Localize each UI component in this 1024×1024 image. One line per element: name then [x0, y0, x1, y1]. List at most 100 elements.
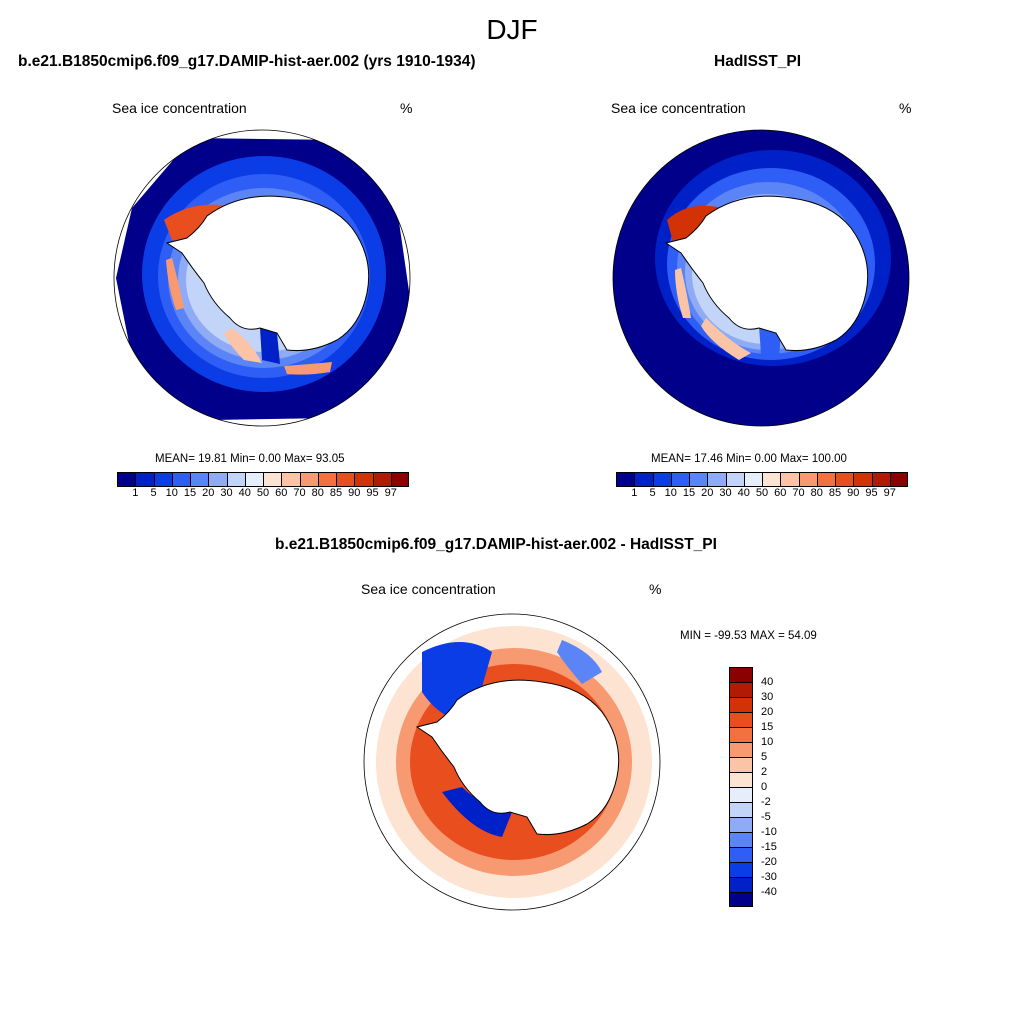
colorbar-swatch: [729, 862, 753, 877]
colorbar-tick-label: -40: [761, 886, 777, 898]
panel1-variable: Sea ice concentration: [112, 100, 247, 116]
colorbar-tick-label: 97: [883, 487, 896, 499]
colorbar-tick-label: 5: [761, 751, 768, 763]
panel2-variable: Sea ice concentration: [611, 100, 746, 116]
panel1-stats: MEAN= 19.81 Min= 0.00 Max= 93.05: [155, 453, 345, 465]
panel1-units: %: [400, 100, 413, 116]
colorbar-swatch: [153, 472, 172, 487]
colorbar-tick-label: 15: [761, 721, 774, 733]
amundsen-red-patch: [284, 362, 332, 375]
colorbar-tick-label: 2: [761, 766, 768, 778]
colorbar-swatch: [889, 472, 908, 487]
panel3-units: %: [649, 581, 662, 597]
colorbar-tick-label: 80: [810, 487, 823, 499]
panel1-colorbar: 1 5 10 15 20 30 40 50 60 70 80 85 90 95 97: [117, 472, 409, 501]
ross-blue-patch: [442, 787, 512, 837]
colorbar-tick-label: 5: [150, 487, 157, 499]
colorbar-tick-label: 90: [348, 487, 361, 499]
colorbar-tick-label: 20: [761, 706, 774, 718]
panel2-stats: MEAN= 17.46 Min= 0.00 Max= 100.00: [651, 453, 847, 465]
colorbar-swatch: [816, 472, 835, 487]
panel3-title: b.e21.B1850cmip6.f09_g17.DAMIP-hist-aer.…: [275, 536, 717, 553]
colorbar-tick-label: 95: [366, 487, 379, 499]
colorbar-swatch: [798, 472, 817, 487]
colorbar-swatch: [208, 472, 227, 487]
colorbar-tick-label: 85: [329, 487, 343, 499]
colorbar-swatch: [729, 802, 753, 817]
colorbar-swatch: [689, 472, 708, 487]
panel3-colorbar-labels: 40 30 20 15 10 5 2 0 -2 -5 -10 -15 -20 -30 -40: [761, 667, 801, 907]
colorbar-tick-label: -5: [761, 811, 771, 823]
colorbar-swatch: [729, 742, 753, 757]
colorbar-tick-label: 40: [761, 676, 774, 688]
colorbar-tick-label: 40: [737, 487, 750, 499]
panel1-title: b.e21.B1850cmip6.f09_g17.DAMIP-hist-aer.…: [18, 53, 476, 70]
colorbar-swatch: [835, 472, 854, 487]
colorbar-swatch: [190, 472, 209, 487]
colorbar-tick-label: -30: [761, 871, 777, 883]
colorbar-swatch: [729, 817, 753, 832]
colorbar-tick-label: 15: [183, 487, 197, 499]
colorbar-swatch: [729, 697, 753, 712]
colorbar-swatch: [135, 472, 154, 487]
colorbar-swatch: [729, 727, 753, 742]
colorbar-swatch: [117, 472, 136, 487]
colorbar-swatch: [372, 472, 391, 487]
colorbar-tick-label: 40: [238, 487, 251, 499]
colorbar-tick-label: 5: [649, 487, 656, 499]
panel2-colorbar: 1 5 10 15 20 30 40 50 60 70 80 85 90 95 97: [616, 472, 908, 501]
colorbar-tick-label: 1: [132, 487, 139, 499]
colorbar-swatch: [729, 877, 753, 892]
panel2-units: %: [899, 100, 912, 116]
colorbar-swatch: [729, 757, 753, 772]
colorbar-swatch: [281, 472, 300, 487]
colorbar-tick-label: 85: [828, 487, 842, 499]
colorbar-swatch: [299, 472, 318, 487]
peninsula-pink-patch: [675, 268, 691, 318]
colorbar-tick-label: 70: [792, 487, 805, 499]
colorbar-tick-label: 60: [275, 487, 288, 499]
antarctica-landmass: [664, 195, 869, 351]
colorbar-tick-label: -15: [761, 841, 777, 853]
colorbar-swatch: [336, 472, 355, 487]
panel3-colorbar: [729, 667, 753, 907]
colorbar-tick-label: 30: [761, 691, 774, 703]
colorbar-tick-label: 90: [847, 487, 860, 499]
colorbar-swatch: [729, 667, 753, 682]
colorbar-swatch: [729, 832, 753, 847]
antarctica-landmass: [165, 195, 370, 351]
colorbar-tick-label: 10: [664, 487, 677, 499]
colorbar-swatch: [729, 712, 753, 727]
colorbar-tick-label: 10: [165, 487, 178, 499]
colorbar-tick-label: 15: [682, 487, 696, 499]
colorbar-swatch: [762, 472, 781, 487]
panel3-map: [363, 613, 661, 911]
colorbar-swatch: [171, 472, 190, 487]
colorbar-tick-label: 50: [256, 487, 270, 499]
colorbar-tick-label: 0: [761, 781, 768, 793]
colorbar-tick-label: -2: [761, 796, 771, 808]
colorbar-swatch: [317, 472, 336, 487]
colorbar-swatch: [670, 472, 689, 487]
panel2-map: [612, 129, 910, 427]
colorbar-tick-label: 10: [761, 736, 774, 748]
ross-pink-patch: [224, 328, 262, 363]
colorbar-tick-label: 1: [631, 487, 638, 499]
colorbar-swatch: [263, 472, 282, 487]
panel1-map: [113, 129, 411, 427]
colorbar-swatch: [244, 472, 263, 487]
colorbar-tick-label: 70: [293, 487, 306, 499]
panel2-title: HadISST_PI: [714, 53, 801, 70]
peninsula-red-patch: [166, 258, 184, 310]
colorbar-swatch: [729, 892, 753, 907]
panel3-variable: Sea ice concentration: [361, 581, 496, 597]
colorbar-swatch: [652, 472, 671, 487]
colorbar-swatch: [616, 472, 635, 487]
colorbar-tick-label: -10: [761, 826, 777, 838]
colorbar-tick-label: 95: [865, 487, 878, 499]
colorbar-swatch: [725, 472, 744, 487]
colorbar-tick-label: 30: [719, 487, 732, 499]
colorbar-swatch: [853, 472, 872, 487]
colorbar-tick-label: 20: [202, 487, 215, 499]
colorbar-swatch: [226, 472, 245, 487]
